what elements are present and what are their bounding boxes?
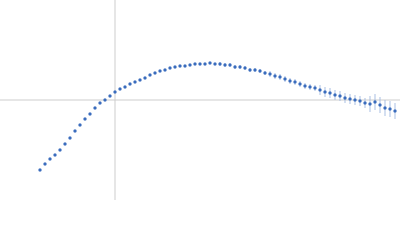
point [58, 148, 62, 152]
point [318, 88, 322, 92]
point [243, 66, 247, 70]
point [223, 63, 227, 67]
point [268, 72, 272, 76]
point [288, 79, 292, 83]
point [338, 94, 342, 98]
point [123, 85, 127, 89]
point [393, 109, 397, 113]
point [163, 68, 167, 72]
point [378, 103, 382, 107]
point [353, 98, 357, 102]
point [343, 96, 347, 100]
point [308, 85, 312, 89]
point [298, 82, 302, 86]
point [168, 66, 172, 70]
point [68, 136, 72, 140]
point [313, 86, 317, 90]
point [333, 93, 337, 97]
point [133, 80, 137, 84]
point [303, 84, 307, 88]
point [73, 129, 77, 133]
point [363, 101, 367, 105]
point [283, 77, 287, 81]
point [158, 69, 162, 73]
point [208, 61, 212, 65]
point [323, 90, 327, 94]
point [128, 82, 132, 86]
point [273, 74, 277, 78]
point [213, 62, 217, 66]
point [293, 80, 297, 84]
point [233, 65, 237, 69]
point [258, 69, 262, 73]
point [348, 97, 352, 101]
point [228, 63, 232, 67]
chart [0, 0, 400, 200]
point [203, 62, 207, 66]
point [238, 65, 242, 69]
point [193, 62, 197, 66]
point [368, 102, 372, 106]
point [173, 65, 177, 69]
point [138, 78, 142, 82]
point [63, 142, 67, 146]
point [248, 68, 252, 72]
point [263, 71, 267, 75]
point [328, 91, 332, 95]
point [218, 62, 222, 66]
point [153, 71, 157, 75]
point [98, 101, 102, 105]
point [148, 73, 152, 77]
point [358, 99, 362, 103]
point [178, 64, 182, 68]
point [78, 123, 82, 127]
page: (() => { const data = JSON.parse(documen… [0, 0, 400, 200]
point [108, 94, 112, 98]
point [53, 153, 57, 157]
point [93, 106, 97, 110]
point [88, 112, 92, 116]
point [388, 107, 392, 111]
point [113, 90, 117, 94]
point [198, 62, 202, 66]
point [103, 98, 107, 102]
point [188, 63, 192, 67]
point [383, 106, 387, 110]
point [183, 64, 187, 68]
point [373, 100, 377, 104]
point [143, 76, 147, 80]
point [48, 157, 52, 161]
point [278, 75, 282, 79]
point [83, 117, 87, 121]
point [253, 68, 257, 72]
point [38, 168, 42, 172]
point [43, 162, 47, 166]
point [118, 87, 122, 91]
